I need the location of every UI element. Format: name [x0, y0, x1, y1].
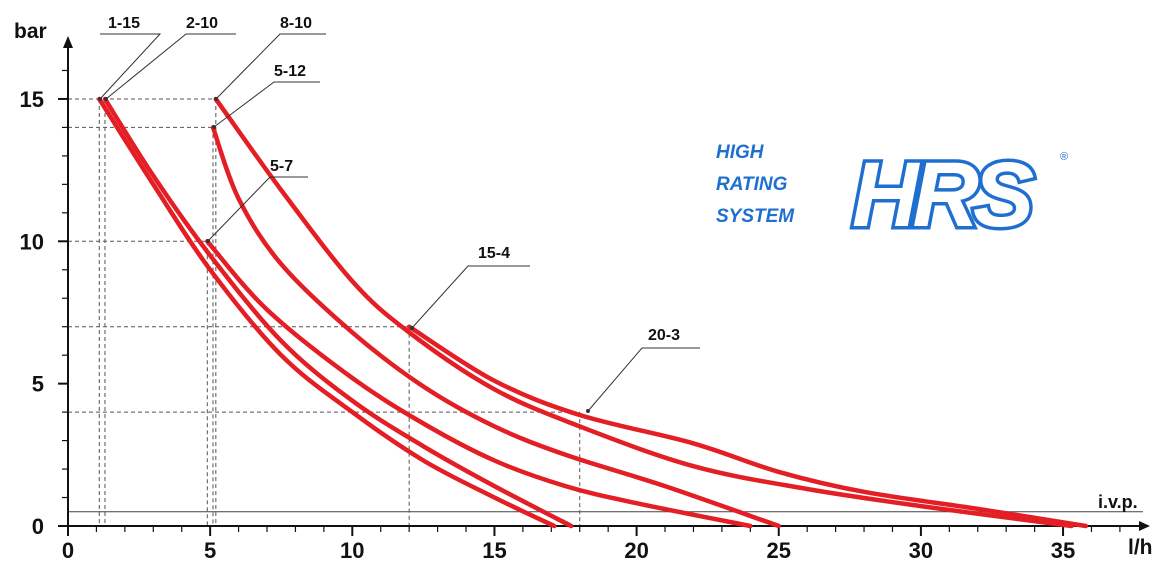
callout-leader — [105, 33, 236, 100]
x-tick-label: 5 — [204, 538, 216, 563]
y-tick-label: 0 — [32, 514, 44, 539]
callout-8-10: 8-10 — [214, 15, 326, 101]
callout-2-10: 2-10 — [104, 15, 236, 101]
ivp-label: i.v.p. — [1098, 492, 1138, 512]
callout-label: 8-10 — [280, 15, 312, 32]
callout-leader — [215, 33, 326, 100]
callout-leader — [207, 176, 308, 242]
callout-leader — [411, 265, 530, 329]
axes: 0 5 10 15 20 25 30 35 0 5 10 15 — [20, 36, 1150, 563]
callout-label: 5-7 — [270, 158, 293, 175]
callout-leader — [99, 33, 162, 100]
callout-label: 1-15 — [108, 15, 140, 32]
callout-20-3: 20-3 — [586, 327, 700, 413]
x-tick-label: 30 — [909, 538, 933, 563]
callout-label: 2-10 — [186, 15, 218, 32]
callout-1-15: 1-15 — [98, 15, 162, 101]
callout-pointer — [410, 326, 414, 330]
callout-leader — [213, 81, 320, 128]
x-tick-label: 15 — [482, 538, 506, 563]
callout-pointer — [206, 239, 210, 243]
hrs-logo-text: HRS — [852, 144, 1034, 246]
series-line-15-4 — [406, 324, 1089, 529]
callout-pointer — [104, 97, 108, 101]
series-line-2-10 — [102, 96, 574, 529]
series-line-1-15 — [97, 96, 557, 529]
callouts: 1-15 2-10 8-10 5-12 5-7 15-4 20-3 — [98, 15, 700, 413]
callout-leader — [587, 347, 700, 412]
callout-5-7: 5-7 — [206, 158, 308, 243]
tagline-rating: RATING — [716, 174, 788, 195]
callout-5-12: 5-12 — [212, 63, 320, 129]
series-line-5-12 — [210, 125, 782, 529]
series-line-8-10 — [213, 96, 1074, 529]
tagline-high: HIGH — [716, 142, 765, 163]
callout-pointer — [212, 125, 216, 129]
series-group — [97, 96, 1089, 529]
y-tick-label: 15 — [20, 87, 44, 112]
callout-label: 5-12 — [274, 63, 306, 80]
callout-pointer — [214, 97, 218, 101]
callout-pointer — [98, 97, 102, 101]
tagline-system: SYSTEM — [716, 206, 795, 227]
callout-label: 20-3 — [648, 327, 680, 344]
x-tick-label: 10 — [340, 538, 364, 563]
y-tick-label: 5 — [32, 372, 44, 397]
x-tick-label: 0 — [62, 538, 74, 563]
series-line-5-7 — [205, 239, 753, 529]
x-axis-arrow — [1139, 521, 1150, 531]
x-axis-label: l/h — [1128, 536, 1153, 559]
x-tick-label: 25 — [767, 538, 791, 563]
callout-15-4: 15-4 — [410, 245, 530, 330]
callout-pointer — [586, 409, 590, 413]
registered-mark: ® — [1060, 151, 1068, 163]
y-axis-arrow — [63, 36, 73, 48]
hrs-logo: HRS ® — [849, 141, 1069, 250]
brand-tagline: HIGH RATING SYSTEM — [716, 142, 795, 227]
y-axis-label: bar — [14, 20, 47, 43]
callout-label: 15-4 — [478, 245, 510, 262]
x-tick-label: 20 — [624, 538, 648, 563]
x-tick-label: 35 — [1051, 538, 1075, 563]
y-tick-label: 10 — [20, 229, 44, 254]
